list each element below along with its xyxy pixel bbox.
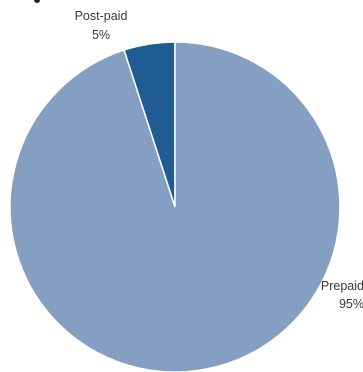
slice-label-name: Prepaid (321, 279, 363, 293)
slice-label-name: Post-paid (75, 9, 128, 23)
pie-slice-prepaid (9, 41, 341, 372)
slice-label-value: 95% (339, 297, 363, 311)
clipped-glyph-mark (34, 0, 40, 3)
slice-label-value: 5% (92, 28, 110, 42)
